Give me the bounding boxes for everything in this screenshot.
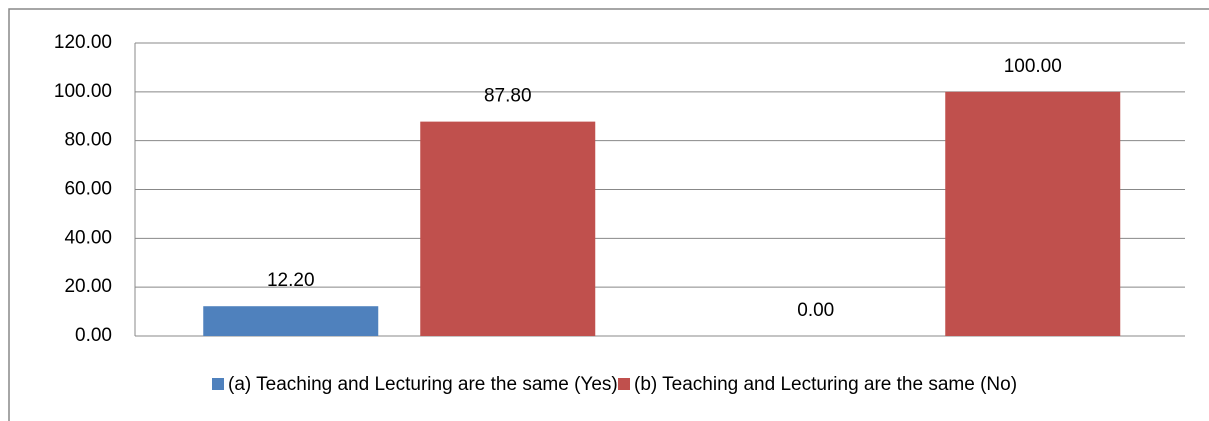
bar [203,306,379,336]
y-tick-label: 0.00 [75,325,112,346]
legend-swatch [212,378,224,390]
y-tick-label: 20.00 [64,276,112,297]
data-label: 87.80 [484,86,532,107]
data-label: 0.00 [797,300,834,321]
data-label: 12.20 [267,270,315,291]
y-tick-label: 80.00 [64,130,112,151]
legend-swatch [618,378,630,390]
legend-label: (a) Teaching and Lecturing are the same … [228,374,618,395]
bar [945,91,1121,336]
y-tick-label: 100.00 [54,81,112,102]
y-tick-label: 120.00 [54,32,112,53]
y-tick-label: 40.00 [64,227,112,248]
y-tick-label: 60.00 [64,179,112,200]
chart-border [8,8,1209,421]
data-label: 100.00 [1004,56,1062,77]
legend-label: (b) Teaching and Lecturing are the same … [634,374,1017,395]
bar [420,121,596,336]
